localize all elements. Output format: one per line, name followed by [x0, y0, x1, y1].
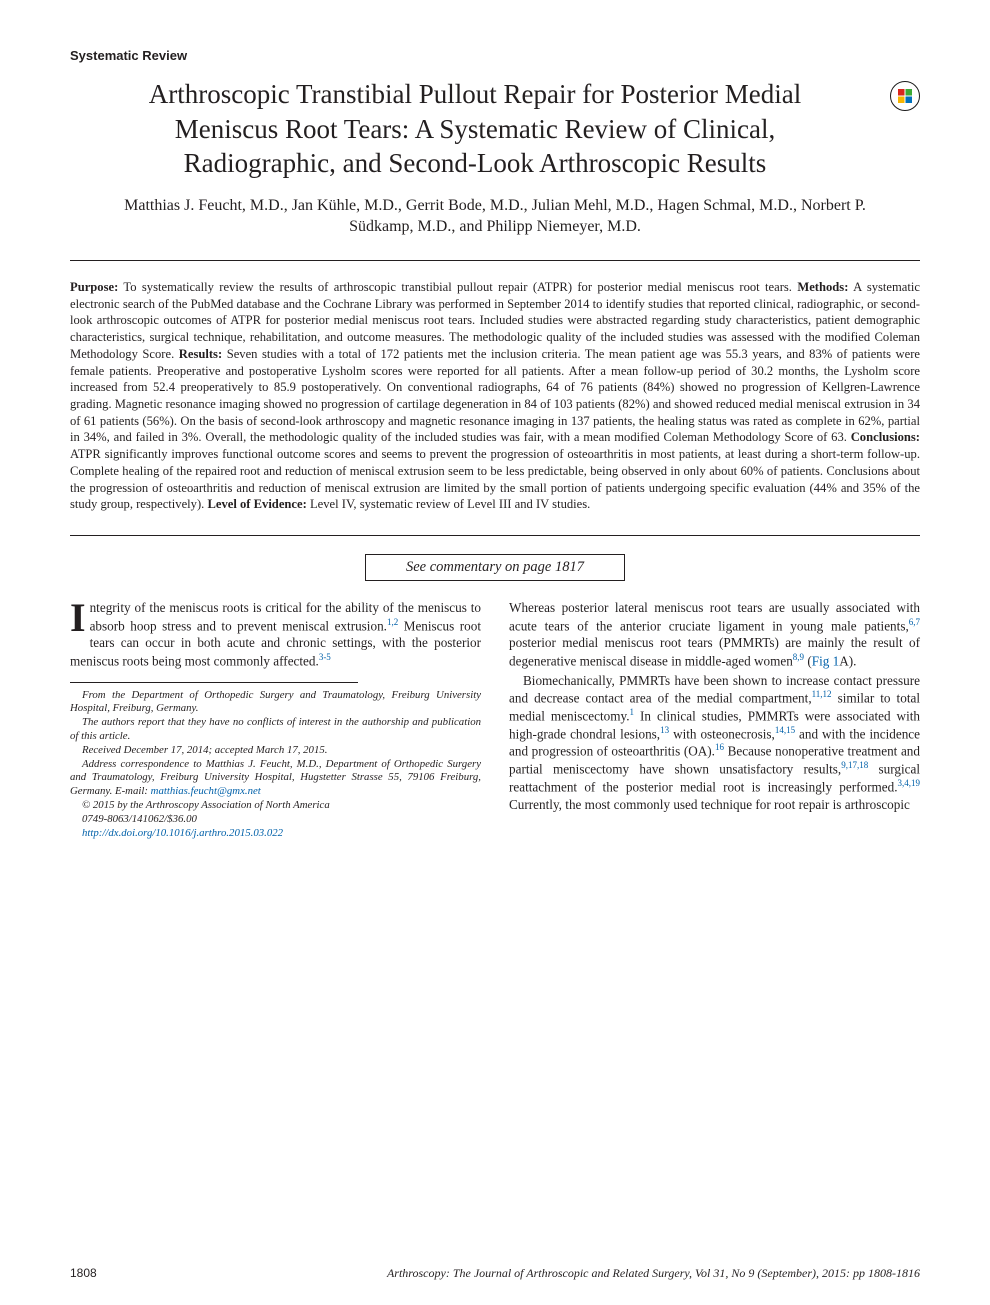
citation-ref[interactable]: 13 [660, 725, 669, 735]
affil-copyright: © 2015 by the Arthroscopy Association of… [70, 799, 481, 813]
affil-dates: Received December 17, 2014; accepted Mar… [70, 744, 481, 758]
affil-issn: 0749-8063/141062/$36.00 [70, 813, 481, 827]
abstract-purpose-label: Purpose: [70, 280, 118, 294]
rule-top [70, 260, 920, 261]
citation-ref[interactable]: 6,7 [909, 617, 920, 627]
page-footer: 1808 Arthroscopy: The Journal of Arthros… [70, 1266, 920, 1281]
abstract-loe: Level IV, systematic review of Level III… [307, 497, 591, 511]
abstract-methods-label: Methods: [797, 280, 848, 294]
affil-correspondence: Address correspondence to Matthias J. Fe… [70, 758, 481, 799]
affil-coi: The authors report that they have no con… [70, 716, 481, 744]
affil-from: From the Department of Orthopedic Surger… [70, 689, 481, 717]
body-right-p1b: posterior medial meniscus root tears (PM… [509, 635, 920, 668]
affil-address: Address correspondence to Matthias J. Fe… [70, 758, 481, 798]
citation-ref[interactable]: 3,4,19 [898, 778, 921, 788]
body-right-p2h: Currently, the most commonly used techni… [509, 797, 910, 812]
abstract: Purpose: To systematically review the re… [70, 279, 920, 513]
abstract-loe-label: Level of Evidence: [207, 497, 306, 511]
body-left-p1: Integrity of the meniscus roots is criti… [70, 599, 481, 669]
body-right-p1a: Whereas posterior lateral meniscus root … [509, 600, 920, 633]
citation-ref[interactable]: 14,15 [775, 725, 795, 735]
affil-email-link[interactable]: matthias.feucht@gmx.net [151, 785, 261, 797]
crossmark-icon[interactable] [890, 81, 920, 111]
citation-ref[interactable]: 9,17,18 [841, 760, 868, 770]
body-right-p1: Whereas posterior lateral meniscus root … [509, 599, 920, 669]
abstract-purpose: To systematically review the results of … [118, 280, 797, 294]
affiliation-rule [70, 682, 358, 683]
citation-ref[interactable]: 16 [715, 742, 724, 752]
affil-doi-link[interactable]: http://dx.doi.org/10.1016/j.arthro.2015.… [82, 827, 283, 839]
body-columns: Integrity of the meniscus roots is criti… [70, 599, 920, 840]
rule-bottom [70, 535, 920, 536]
body-right-p2: Biomechanically, PMMRTs have been shown … [509, 672, 920, 814]
abstract-results: Seven studies with a total of 172 patien… [70, 347, 920, 445]
left-column: Integrity of the meniscus roots is criti… [70, 599, 481, 840]
body-right-p1c: ( [804, 653, 812, 668]
body-right-p2d: with osteonecrosis, [669, 726, 775, 741]
affiliation-block: From the Department of Orthopedic Surger… [70, 689, 481, 841]
citation-ref[interactable]: 11,12 [812, 689, 832, 699]
citation-ref[interactable]: 8,9 [793, 652, 804, 662]
title-row: Arthroscopic Transtibial Pullout Repair … [70, 77, 920, 181]
commentary-callout: See commentary on page 1817 [365, 554, 625, 581]
section-label: Systematic Review [70, 48, 920, 63]
page-number: 1808 [70, 1266, 97, 1281]
citation-ref[interactable]: 1,2 [387, 617, 398, 627]
dropcap: I [70, 599, 90, 635]
abstract-conclusions-label: Conclusions: [851, 430, 920, 444]
journal-citation: Arthroscopy: The Journal of Arthroscopic… [387, 1266, 920, 1281]
abstract-results-label: Results: [179, 347, 222, 361]
figure-ref[interactable]: Fig 1 [812, 653, 839, 668]
article-title: Arthroscopic Transtibial Pullout Repair … [115, 77, 835, 181]
author-list: Matthias J. Feucht, M.D., Jan Kühle, M.D… [115, 195, 875, 238]
citation-ref[interactable]: 3-5 [319, 652, 331, 662]
body-right-p1d: A). [839, 653, 856, 668]
right-column: Whereas posterior lateral meniscus root … [509, 599, 920, 840]
